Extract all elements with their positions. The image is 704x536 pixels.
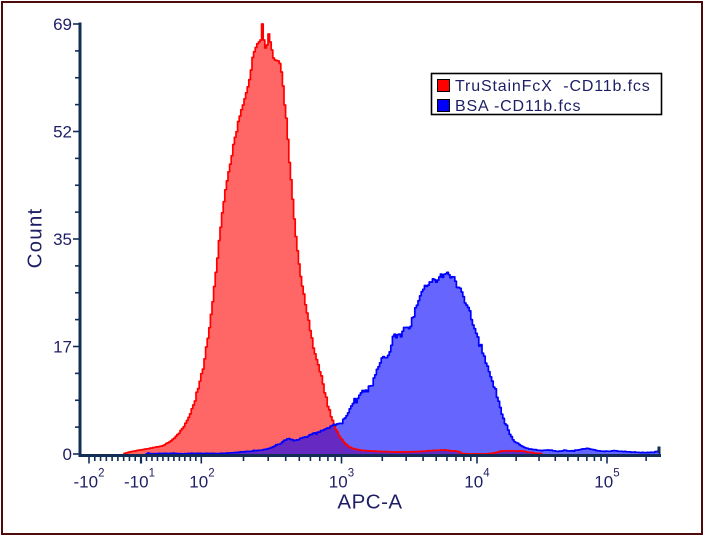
svg-text:APC-A: APC-A bbox=[337, 491, 402, 514]
svg-text:-102: -102 bbox=[74, 468, 105, 492]
svg-text:Count: Count bbox=[24, 208, 47, 269]
svg-text:-101: -101 bbox=[124, 468, 155, 492]
svg-text:BSA -CD11b.fcs: BSA -CD11b.fcs bbox=[455, 98, 581, 115]
svg-text:0: 0 bbox=[63, 445, 72, 464]
svg-text:69: 69 bbox=[53, 15, 72, 34]
svg-text:52: 52 bbox=[53, 123, 72, 142]
svg-text:17: 17 bbox=[53, 338, 72, 357]
svg-text:TruStainFcX -CD11b.fcs: TruStainFcX -CD11b.fcs bbox=[455, 78, 651, 95]
svg-text:35: 35 bbox=[53, 230, 72, 249]
